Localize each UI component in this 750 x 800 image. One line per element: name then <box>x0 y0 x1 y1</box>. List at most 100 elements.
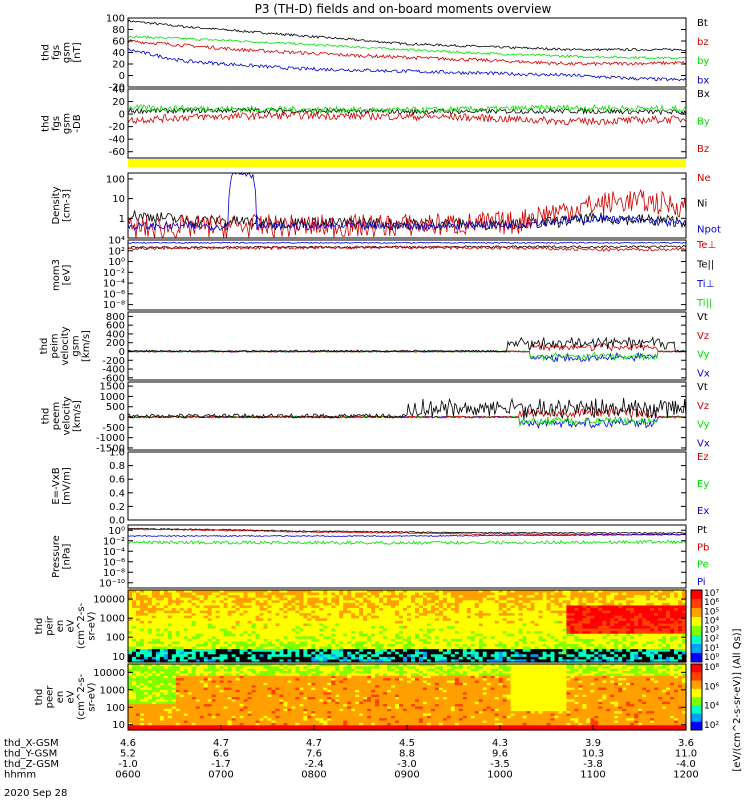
heatmap-cell <box>131 725 137 729</box>
heatmap-cell <box>143 704 149 708</box>
heatmap-cell <box>175 597 181 601</box>
heatmap-cell <box>163 605 169 609</box>
heatmap-cell <box>219 638 225 643</box>
heatmap-cell <box>482 605 488 609</box>
heatmap-cell <box>175 646 181 650</box>
heatmap-cell <box>638 610 643 614</box>
heatmap-cell <box>482 644 488 648</box>
y-axis-label: gsm <box>61 42 72 63</box>
heatmap-cell <box>470 608 476 612</box>
heatmap-cell <box>418 592 424 596</box>
heatmap-cell <box>454 631 460 635</box>
heatmap-cell <box>159 668 165 672</box>
heatmap-cell <box>151 722 157 726</box>
heatmap-cell <box>327 626 332 630</box>
heatmap-cell <box>403 597 408 601</box>
heatmap-cell <box>299 620 304 625</box>
heatmap-cell <box>207 590 213 594</box>
heatmap-cell <box>426 602 432 607</box>
y-tick-label: 80 <box>112 25 125 36</box>
heatmap-cell <box>566 613 572 617</box>
heatmap-cell <box>598 602 603 607</box>
heatmap-cell <box>606 636 611 640</box>
heatmap-cell <box>530 620 536 625</box>
heatmap-cell <box>195 631 201 635</box>
heatmap-cell <box>207 727 213 731</box>
heatmap-cell <box>367 613 372 617</box>
heatmap-cell <box>199 644 205 648</box>
heatmap-cell <box>171 697 177 700</box>
heatmap-cell <box>175 618 181 622</box>
heatmap-cell <box>183 725 189 729</box>
heatmap-cell <box>147 722 153 726</box>
heatmap-cell <box>247 638 253 643</box>
heatmap-cell <box>534 620 540 625</box>
heatmap-cell <box>642 656 647 661</box>
heatmap-cell <box>474 597 480 601</box>
heatmap-cell <box>287 620 293 625</box>
heatmap-cell <box>171 680 177 684</box>
heatmap-cell <box>490 638 496 643</box>
heatmap-cell <box>674 641 679 645</box>
heatmap-cell <box>658 659 663 663</box>
heatmap-cell <box>163 608 169 612</box>
heatmap-cell <box>347 646 352 650</box>
heatmap-cell <box>271 595 277 599</box>
heatmap-cell <box>231 613 237 617</box>
heatmap-cell <box>331 633 336 637</box>
heatmap-cell <box>395 644 400 648</box>
heatmap-cell <box>223 697 229 700</box>
heatmap-cell <box>207 680 213 684</box>
heatmap-cell <box>327 608 332 612</box>
heatmap-cell <box>642 615 647 619</box>
heatmap-cell <box>187 608 193 612</box>
heatmap-cell <box>674 659 679 663</box>
heatmap-cell <box>606 654 611 658</box>
heatmap-cell <box>407 649 412 653</box>
heatmap-cell <box>594 602 599 607</box>
heatmap-cell <box>618 595 623 599</box>
heatmap-cell <box>131 694 137 698</box>
heatmap-cell <box>167 613 173 617</box>
heatmap-cell <box>323 592 328 596</box>
heatmap-cell <box>410 633 416 637</box>
heatmap-cell <box>502 641 508 645</box>
heatmap-cell <box>522 620 528 625</box>
heatmap-cell <box>678 613 683 617</box>
heatmap-cell <box>183 671 189 675</box>
heatmap-cell <box>319 646 324 650</box>
heatmap-cell <box>387 646 392 650</box>
heatmap-cell <box>271 659 277 663</box>
heatmap-cell <box>618 602 623 607</box>
heatmap-cell <box>299 600 304 604</box>
heatmap-cell <box>514 626 520 630</box>
heatmap-cell <box>606 651 611 655</box>
heatmap-cell <box>642 649 647 653</box>
heatmap-cell <box>199 638 205 643</box>
heatmap-cell <box>191 725 197 729</box>
heatmap-cell <box>470 644 476 648</box>
heatmap-cell <box>462 644 468 648</box>
heatmap-cell <box>199 713 205 717</box>
heatmap-cell <box>203 623 209 627</box>
heatmap-cell <box>598 600 603 604</box>
heatmap-cell <box>351 618 356 622</box>
heatmap-cell <box>223 595 229 599</box>
heatmap-cell <box>586 623 591 627</box>
heatmap-cell <box>574 651 579 655</box>
heatmap-cell <box>566 623 572 627</box>
heatmap-cell <box>143 687 149 691</box>
heatmap-cell <box>414 592 420 596</box>
heatmap-cell <box>211 692 217 696</box>
heatmap-cell <box>450 633 456 637</box>
heatmap-cell <box>271 600 277 604</box>
heatmap-cell <box>307 636 312 640</box>
heatmap-cell <box>410 608 416 612</box>
heatmap-cell <box>259 592 265 596</box>
heatmap-cell <box>446 613 452 617</box>
heatmap-cell <box>203 646 209 650</box>
heatmap-cell <box>135 656 141 661</box>
heatmap-cell <box>139 711 145 715</box>
heatmap-cell <box>239 618 245 622</box>
heatmap-cell <box>550 618 556 622</box>
